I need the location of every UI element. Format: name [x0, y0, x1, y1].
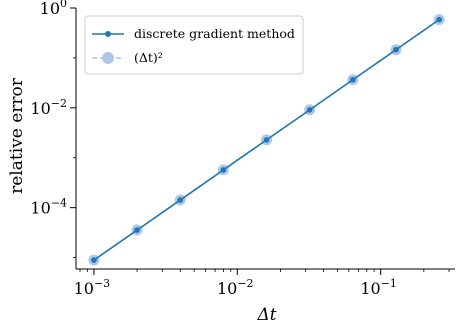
x-tick-label-1: 10−2: [217, 277, 254, 298]
major-ticks: [70, 7, 382, 275]
series-0-point-5: [306, 107, 313, 113]
series-0-point-6: [350, 76, 356, 83]
x-axis-label: Δt: [256, 305, 276, 325]
series-0-point-3: [220, 167, 227, 173]
legend-label-1: (Δt)²: [134, 50, 163, 65]
legend-swatch-marker-1: [102, 52, 114, 64]
series-0-point-1: [134, 227, 140, 233]
legend-label-0: discrete gradient method: [134, 26, 295, 41]
minor-ticks: [73, 57, 450, 272]
y-tick-label-1: 10−2: [30, 97, 67, 118]
legend: discrete gradient method (Δt)²: [84, 15, 304, 75]
series-layer: [88, 14, 445, 266]
x-tick-label-0: 10−3: [74, 277, 111, 298]
series-0-point-0: [91, 257, 97, 263]
tick-labels: 10−3 10−2 10−1 100 10−2 10−4: [30, 0, 397, 298]
series-0-point-4: [263, 137, 270, 143]
legend-box: [84, 15, 304, 75]
y-tick-label-2: 10−4: [30, 197, 67, 218]
series-0-point-7: [393, 46, 399, 53]
axes-frame: [75, 8, 455, 270]
x-axis-label-text: Δt: [256, 305, 276, 325]
series-0-point-2: [177, 197, 184, 203]
y-tick-label-0: 100: [40, 0, 67, 18]
legend-swatch-marker-0: [105, 31, 111, 37]
y-axis-label: relative error: [7, 77, 27, 194]
series-0-point-8: [436, 16, 442, 23]
legend-entry-discrete-gradient: discrete gradient method: [92, 26, 295, 41]
legend-entry-dt-squared: (Δt)²: [92, 50, 163, 65]
x-tick-label-2: 10−1: [360, 277, 397, 298]
